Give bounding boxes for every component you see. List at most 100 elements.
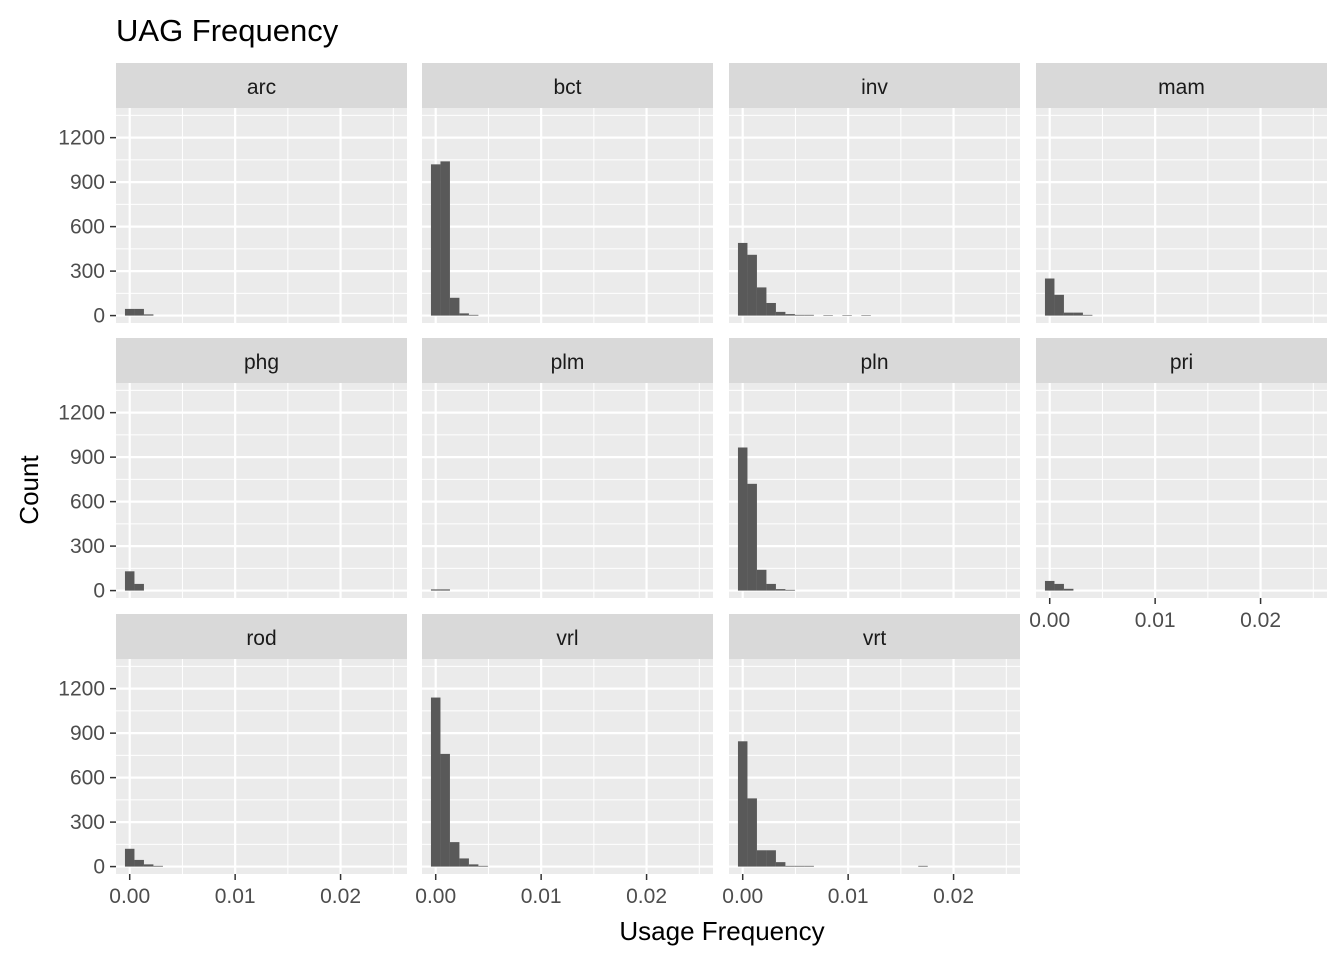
strip-label: vrl [556, 627, 578, 650]
panel-background [1036, 108, 1327, 323]
y-tick-label: 0 [93, 305, 105, 328]
histogram-bar [747, 483, 757, 591]
histogram-bar [1073, 312, 1083, 316]
histogram-bar [440, 753, 450, 867]
x-tick-label: 0.01 [828, 885, 869, 908]
histogram-bar [794, 314, 805, 316]
strip-bct [422, 63, 713, 108]
strip-label: phg [244, 351, 279, 374]
panel-inv: inv [729, 63, 1020, 323]
strip-pri [1036, 338, 1327, 383]
histogram-bar [449, 297, 460, 316]
y-tick-label: 1200 [58, 402, 105, 425]
strip-label: rod [246, 627, 276, 650]
histogram-bar [124, 571, 135, 591]
x-tick-label: 0.02 [626, 885, 667, 908]
strip-label: bct [553, 76, 581, 99]
strip-label: pri [1170, 351, 1193, 374]
histogram-bar [766, 583, 776, 591]
strip-label: arc [247, 76, 276, 99]
panel-rod: rod 0 300 600 900 1200 0.00 0.01 0.02 [58, 614, 407, 908]
histogram-bar [766, 302, 776, 316]
histogram-bar [794, 865, 805, 867]
strip-vrt [729, 614, 1020, 659]
x-tick-label: 0.01 [1135, 609, 1176, 632]
y-tick-label: 900 [70, 722, 105, 745]
histogram-bar [775, 862, 786, 867]
histogram-bar [430, 589, 441, 591]
x-tick-label: 0.00 [1029, 609, 1070, 632]
strip-phg [116, 338, 407, 383]
histogram-bar [737, 741, 748, 867]
strip-label: vrt [863, 627, 886, 650]
panel-phg: phg 0 300 600 900 1200 [58, 338, 407, 603]
histogram-bar [785, 589, 795, 591]
histogram-bar [1063, 312, 1074, 316]
strip-arc [116, 63, 407, 108]
histogram-bar [766, 850, 776, 867]
histogram-bar [440, 589, 450, 591]
histogram-bar [804, 865, 814, 867]
y-tick-label: 0 [93, 856, 105, 879]
histogram-bar [747, 798, 757, 867]
histogram-bar [1054, 583, 1064, 591]
panel-background [729, 383, 1020, 598]
y-tick-label: 0 [93, 580, 105, 603]
panel-background [729, 659, 1020, 874]
histogram-bar [804, 314, 814, 316]
y-tick-label: 900 [70, 171, 105, 194]
panel-background [116, 108, 407, 323]
histogram-bar [459, 858, 469, 867]
histogram-bar [459, 313, 469, 316]
panel-background [116, 659, 407, 874]
histogram-bar [747, 254, 757, 316]
histogram-bar [134, 583, 144, 591]
histogram-bar [842, 315, 852, 316]
histogram-bar [468, 864, 479, 867]
histogram-bar [1044, 278, 1055, 316]
x-tick-label: 0.01 [215, 885, 256, 908]
strip-label: inv [861, 76, 888, 99]
x-tick-label: 0.00 [415, 885, 456, 908]
panel-arc: arc 0 300 600 900 1200 [58, 63, 407, 328]
panel-background [422, 659, 713, 874]
y-axis-label: Count [14, 455, 44, 525]
histogram-bar [1044, 580, 1055, 591]
histogram-bar [134, 859, 144, 867]
histogram-bar [756, 569, 767, 591]
histogram-bar [468, 314, 479, 316]
panel-background [729, 108, 1020, 323]
histogram-bar [1054, 294, 1064, 316]
histogram-bar [737, 447, 748, 591]
histogram-bar [785, 314, 795, 316]
histogram-bar [143, 314, 154, 316]
panel-vrt: vrt 0.00 0.01 0.02 [722, 614, 1020, 908]
y-tick-label: 300 [70, 535, 105, 558]
strip-label: plm [551, 351, 585, 374]
histogram-bar [1063, 588, 1074, 591]
histogram-bar [737, 242, 748, 316]
strip-label: pln [860, 351, 888, 374]
histogram-bar [124, 848, 135, 867]
panel-pln: pln [729, 338, 1020, 598]
histogram-bar [823, 315, 833, 316]
histogram-bar [134, 308, 144, 316]
strip-inv [729, 63, 1020, 108]
x-tick-label: 0.01 [521, 885, 562, 908]
y-tick-label: 1200 [58, 127, 105, 150]
strip-mam [1036, 63, 1327, 108]
histogram-bar [430, 164, 441, 316]
strip-rod [116, 614, 407, 659]
histogram-bar [861, 315, 871, 316]
histogram-bar [775, 589, 786, 591]
panel-background [1036, 383, 1327, 598]
y-tick-label: 900 [70, 446, 105, 469]
y-tick-label: 600 [70, 216, 105, 239]
x-tick-label: 0.00 [722, 885, 763, 908]
histogram-bar [1082, 314, 1093, 316]
panel-background [422, 108, 713, 323]
panel-background [422, 383, 713, 598]
chart-title: UAG Frequency [116, 13, 339, 48]
strip-vrl [422, 614, 713, 659]
